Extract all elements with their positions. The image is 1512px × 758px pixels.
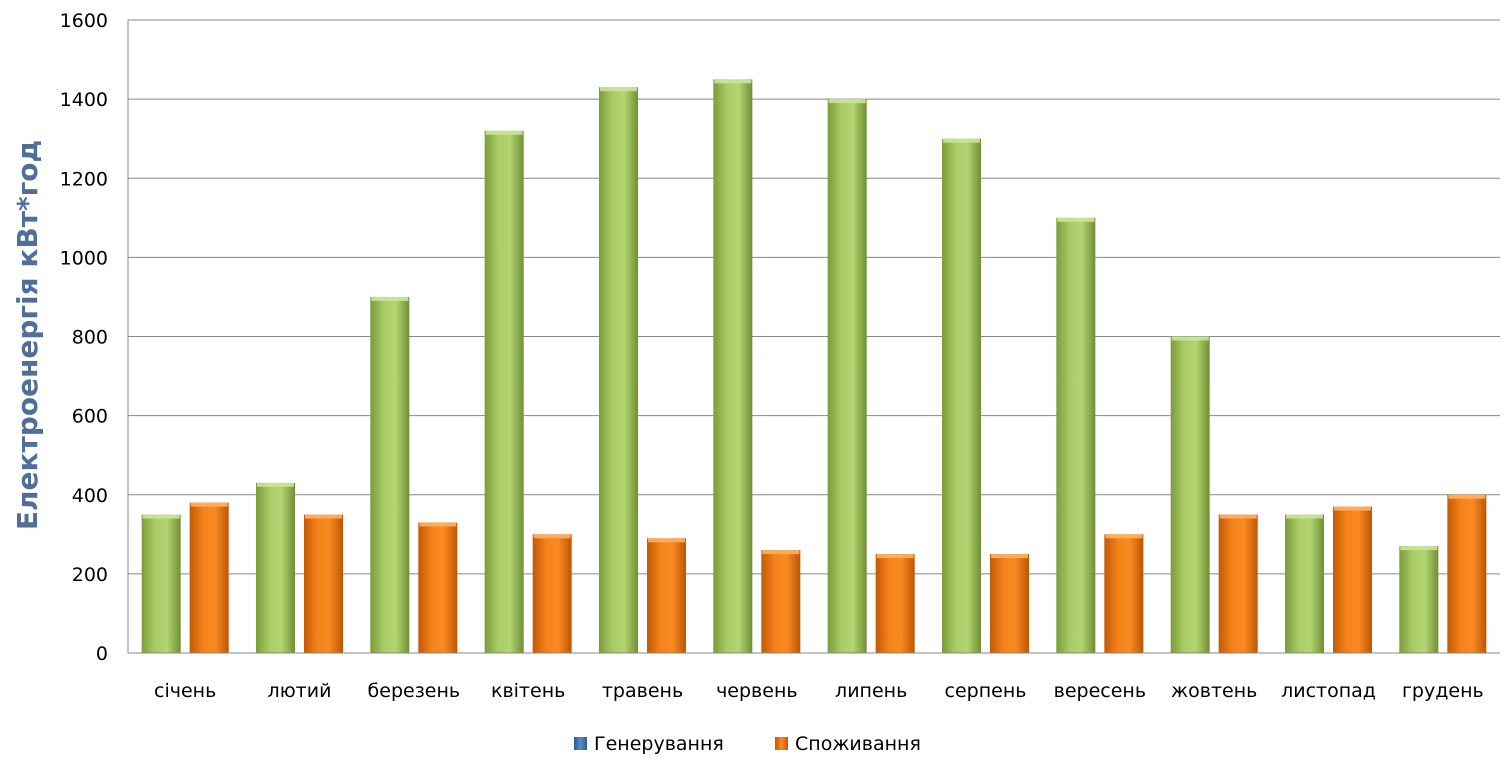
bar-cap-generation-9 xyxy=(1057,217,1095,222)
bar-consumption-10[interactable] xyxy=(1218,514,1258,653)
bar-cap-generation-4 xyxy=(485,130,523,135)
bar-cap-generation-6 xyxy=(714,79,752,84)
legend-item-consumption[interactable]: Споживання xyxy=(775,733,921,755)
bar-consumption-11[interactable] xyxy=(1333,506,1372,653)
y-tick-label-1000: 1000 xyxy=(60,247,108,269)
bar-generation-6[interactable] xyxy=(713,79,753,653)
bar-cap-generation-11 xyxy=(1286,514,1323,519)
bar-cap-consumption-11 xyxy=(1334,506,1371,511)
x-category-label-9: вересень xyxy=(1054,680,1146,702)
bar-consumption-9[interactable] xyxy=(1104,534,1144,653)
x-category-label-12: грудень xyxy=(1402,680,1484,702)
bar-consumption-4[interactable] xyxy=(532,534,572,653)
x-category-label-1: січень xyxy=(154,680,216,702)
legend-swatch-consumption xyxy=(775,737,788,750)
axes xyxy=(127,20,1500,654)
bar-generation-9[interactable] xyxy=(1056,217,1096,653)
bar-cap-generation-5 xyxy=(600,87,637,92)
x-category-label-3: березень xyxy=(368,680,461,702)
y-tick-label-200: 200 xyxy=(72,564,108,586)
bar-consumption-3[interactable] xyxy=(418,522,458,653)
bar-cap-consumption-1 xyxy=(190,502,228,507)
bar-cap-consumption-10 xyxy=(1219,514,1257,519)
bar-generation-5[interactable] xyxy=(599,87,638,654)
x-category-labels: січень лютий березень квітень травень червень… xyxy=(154,680,1484,702)
bar-consumption-12[interactable] xyxy=(1447,494,1487,653)
legend-item-generation[interactable]: Генерування xyxy=(574,733,724,755)
legend: Генерування Споживання xyxy=(574,733,921,755)
y-tick-label-600: 600 xyxy=(72,406,108,428)
bars xyxy=(141,79,1487,654)
bar-generation-1[interactable] xyxy=(141,514,181,653)
bar-generation-7[interactable] xyxy=(827,99,867,653)
bar-generation-11[interactable] xyxy=(1285,514,1324,653)
bar-cap-consumption-8 xyxy=(991,554,1028,559)
bar-generation-3[interactable] xyxy=(370,296,410,653)
bar-cap-consumption-6 xyxy=(762,550,800,555)
x-category-label-7: липень xyxy=(835,680,907,702)
y-tick-label-1200: 1200 xyxy=(60,168,108,190)
bar-generation-8[interactable] xyxy=(942,138,981,653)
legend-swatch-generation xyxy=(574,737,587,750)
x-category-label-10: жовтень xyxy=(1171,680,1257,702)
bar-cap-generation-10 xyxy=(1171,336,1209,341)
bar-cap-generation-7 xyxy=(828,99,866,104)
bar-consumption-8[interactable] xyxy=(990,554,1029,653)
bar-cap-generation-3 xyxy=(371,296,409,301)
bar-consumption-5[interactable] xyxy=(647,538,686,653)
x-category-label-11: листопад xyxy=(1281,680,1376,702)
bar-cap-generation-8 xyxy=(943,138,980,143)
x-category-label-2: лютий xyxy=(268,680,332,702)
y-tick-label-0: 0 xyxy=(96,643,108,665)
x-category-label-8: серпень xyxy=(945,680,1027,702)
gridlines xyxy=(128,19,1500,575)
y-tick-label-1600: 1600 xyxy=(60,10,108,32)
bar-cap-consumption-7 xyxy=(876,554,914,559)
bar-cap-generation-12 xyxy=(1400,546,1438,551)
bar-cap-consumption-12 xyxy=(1448,494,1486,499)
legend-label-consumption: Споживання xyxy=(795,733,921,755)
bar-generation-4[interactable] xyxy=(484,130,524,653)
bar-consumption-2[interactable] xyxy=(304,514,343,653)
y-tick-label-400: 400 xyxy=(72,485,108,507)
y-axis-title: Електроенергія кВт*год xyxy=(11,140,44,530)
bar-cap-consumption-5 xyxy=(648,538,685,543)
y-tick-label-1400: 1400 xyxy=(60,89,108,111)
bar-generation-12[interactable] xyxy=(1399,546,1439,653)
y-tick-label-800: 800 xyxy=(72,327,108,349)
bar-cap-generation-1 xyxy=(142,514,180,519)
bar-consumption-7[interactable] xyxy=(875,554,915,653)
bar-consumption-6[interactable] xyxy=(761,550,801,653)
bar-cap-generation-2 xyxy=(257,482,294,487)
y-tick-labels: 0 200 400 600 800 1000 1200 1400 1600 xyxy=(60,10,108,665)
bar-cap-consumption-2 xyxy=(305,514,342,519)
bar-generation-10[interactable] xyxy=(1170,336,1210,654)
legend-label-generation: Генерування xyxy=(594,733,724,755)
x-category-label-4: квітень xyxy=(491,680,565,702)
bar-cap-consumption-3 xyxy=(419,522,457,527)
x-category-label-5: травень xyxy=(602,680,683,702)
bar-cap-consumption-9 xyxy=(1105,534,1143,539)
bar-consumption-1[interactable] xyxy=(189,502,229,653)
bar-cap-consumption-4 xyxy=(533,534,571,539)
x-category-label-6: червень xyxy=(716,680,797,702)
bar-generation-2[interactable] xyxy=(256,482,295,653)
